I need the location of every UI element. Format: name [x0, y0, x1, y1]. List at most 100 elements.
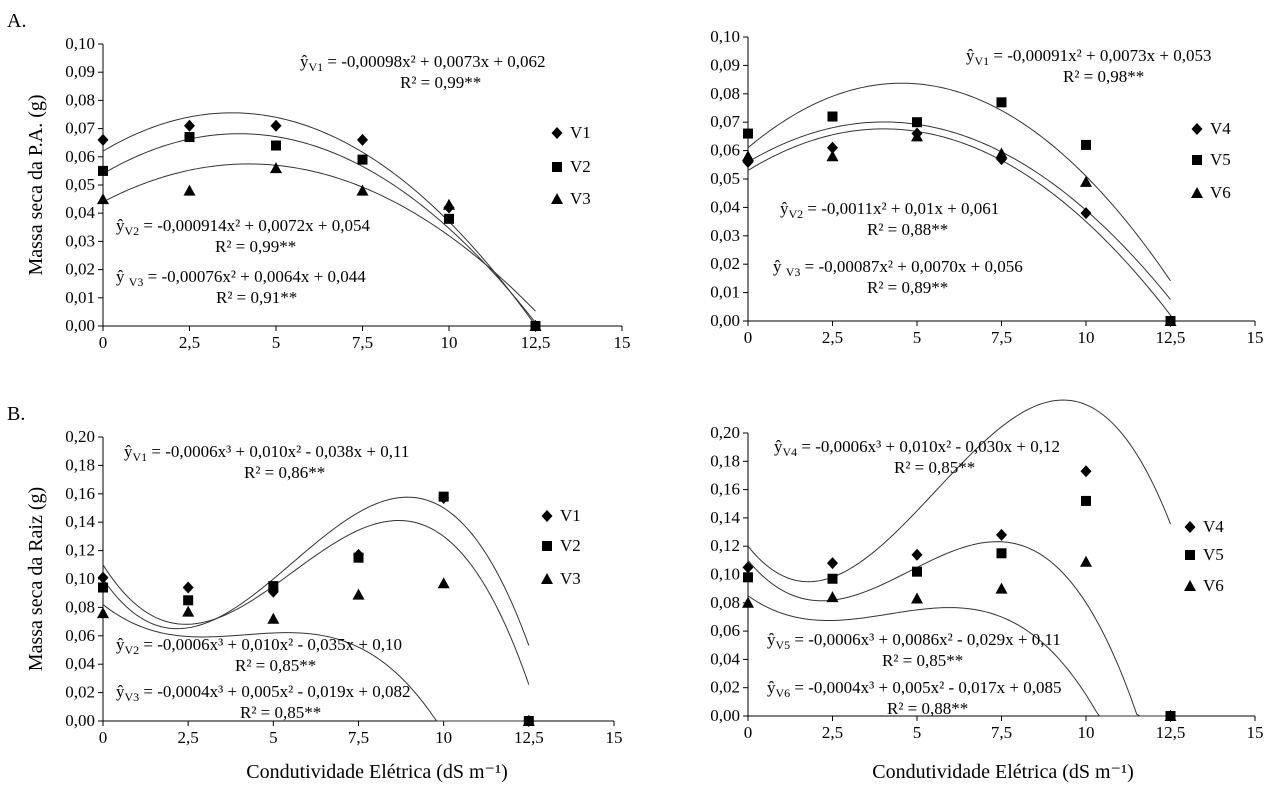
equation-yhat: ŷ: [300, 52, 309, 71]
regression-equation: ŷV1 = -0,00091x² + 0,0073x + 0,053: [966, 46, 1211, 68]
data-point-v3: [97, 193, 109, 205]
legend-label: V5: [1203, 545, 1224, 564]
legend-marker-v3: [551, 193, 563, 204]
data-point-v5: [743, 128, 753, 139]
x-tick-label: 10: [1078, 328, 1095, 347]
data-point-v6: [995, 147, 1008, 159]
equation-yhat: ŷ: [780, 199, 789, 218]
data-point-v6: [826, 591, 839, 603]
r-squared-label: R² = 0,89**: [867, 278, 948, 297]
data-point-v3: [352, 588, 365, 600]
legend-label: V6: [1203, 576, 1224, 595]
y-tick-label: 0,03: [710, 226, 740, 245]
data-point-v1: [97, 133, 109, 146]
legend-marker-v1: [551, 127, 563, 139]
equation-body: = -0,0004x³ + 0,005x² - 0,017x + 0,085: [790, 678, 1061, 697]
trend-line-v5: [747, 541, 1171, 717]
data-point-v3: [437, 577, 450, 589]
data-point-v5: [827, 111, 838, 122]
x-tick-label: 7,5: [991, 328, 1012, 347]
equation-yhat: ŷ: [124, 442, 133, 461]
data-point-v1: [182, 581, 194, 594]
x-axis-title: Condutividade Elétrica (dS m⁻¹): [872, 761, 1134, 783]
legend-label: V1: [570, 123, 591, 142]
equation-yhat: ŷ: [116, 682, 125, 701]
trend-line-v3: [102, 604, 529, 722]
y-tick-label: 0,00: [65, 316, 95, 335]
y-tick-label: 0,07: [65, 119, 95, 138]
equation-subscript: V2: [789, 207, 804, 221]
data-point-v5: [912, 117, 922, 128]
equation-yhat: ŷ: [966, 46, 975, 65]
y-tick-label: 0,16: [710, 480, 740, 499]
equation-yhat: ŷ: [116, 216, 125, 235]
data-point-v6: [1164, 710, 1177, 721]
y-tick-label: 0,04: [710, 649, 740, 668]
x-tick-label: 10: [435, 728, 452, 747]
data-point-v2: [444, 213, 454, 224]
legend-marker-v2: [542, 541, 552, 551]
y-tick-label: 0,10: [710, 27, 740, 46]
data-point-v5: [827, 573, 838, 584]
y-tick-label: 0,10: [65, 34, 95, 53]
r-squared-label: R² = 0,99**: [400, 73, 481, 92]
x-tick-label: 15: [614, 333, 631, 352]
y-tick-label: 0,08: [65, 597, 95, 616]
y-tick-label: 0,06: [65, 626, 95, 645]
data-point-v3: [267, 612, 280, 624]
y-tick-label: 0,00: [710, 706, 740, 725]
y-tick-label: 0,03: [65, 231, 95, 250]
legend-marker-v4: [1191, 123, 1203, 135]
y-tick-label: 0,14: [65, 512, 95, 531]
x-tick-label: 7,5: [352, 333, 373, 352]
data-point-v6: [995, 582, 1008, 594]
data-point-v1: [184, 119, 195, 132]
x-tick-label: 12,5: [1156, 328, 1186, 347]
regression-equation: ŷV2 = -0,0006x³ + 0,010x² - 0,035x + 0,1…: [116, 635, 402, 657]
legend-marker-v5: [1185, 550, 1195, 560]
trend-line-v1: [102, 112, 536, 326]
equation-subscript: V3: [129, 275, 144, 289]
x-tick-label: 15: [606, 728, 623, 747]
x-tick-label: 0: [744, 328, 753, 347]
equation-subscript: V5: [776, 638, 791, 652]
equation-body: = -0,00098x² + 0,0073x + 0,062: [323, 52, 545, 71]
trend-line-v1: [102, 519, 530, 685]
equation-subscript: V3: [786, 265, 801, 279]
equation-body: = -0,0011x² + 0,01x + 0,061: [803, 199, 999, 218]
regression-equation: ŷV1 = -0,00098x² + 0,0073x + 0,062: [300, 52, 545, 74]
y-tick-label: 0,07: [710, 112, 740, 131]
x-tick-label: 12,5: [514, 728, 544, 747]
equation-yhat: ŷ: [773, 257, 786, 276]
y-tick-label: 0,08: [710, 593, 740, 612]
y-tick-label: 0,14: [710, 508, 740, 527]
x-axis-title: Condutividade Elétrica (dS m⁻¹): [246, 761, 508, 783]
data-point-v1: [357, 133, 368, 146]
y-tick-label: 0,00: [65, 711, 95, 730]
legend-label: V3: [570, 189, 591, 208]
r-squared-label: R² = 0,85**: [235, 656, 316, 675]
equation-body: = -0,0004x³ + 0,005x² - 0,019x + 0,082: [139, 682, 410, 701]
legend-marker-v6: [1191, 187, 1203, 198]
trend-line-v4: [747, 121, 1171, 300]
x-tick-label: 12,5: [521, 333, 551, 352]
y-tick-label: 0,02: [710, 678, 740, 697]
y-tick-label: 0,08: [65, 90, 95, 109]
data-point-v3: [182, 605, 195, 617]
y-tick-label: 0,08: [710, 84, 740, 103]
regression-equation: ŷV2 = -0,000914x² + 0,0072x + 0,054: [116, 216, 370, 238]
x-tick-label: 2,5: [179, 333, 200, 352]
data-point-v6: [1080, 175, 1092, 187]
y-tick-label: 0,09: [710, 55, 740, 74]
r-squared-label: R² = 0,98**: [1063, 67, 1144, 86]
data-point-v3: [97, 607, 109, 619]
y-tick-label: 0,20: [65, 427, 95, 446]
r-squared-label: R² = 0,85**: [240, 703, 321, 722]
y-tick-label: 0,05: [710, 169, 740, 188]
equation-body: = -0,0006x³ + 0,0086x² - 0,029x + 0,11: [790, 630, 1061, 649]
regression-equation: ŷV1 = -0,0006x³ + 0,010x² - 0,038x + 0,1…: [124, 442, 409, 464]
data-point-v2: [353, 552, 364, 563]
data-point-v4: [827, 557, 838, 570]
equation-body: = -0,00091x² + 0,0073x + 0,053: [989, 46, 1211, 65]
regression-equation: ŷV3 = -0,0004x³ + 0,005x² - 0,019x + 0,0…: [116, 682, 410, 704]
